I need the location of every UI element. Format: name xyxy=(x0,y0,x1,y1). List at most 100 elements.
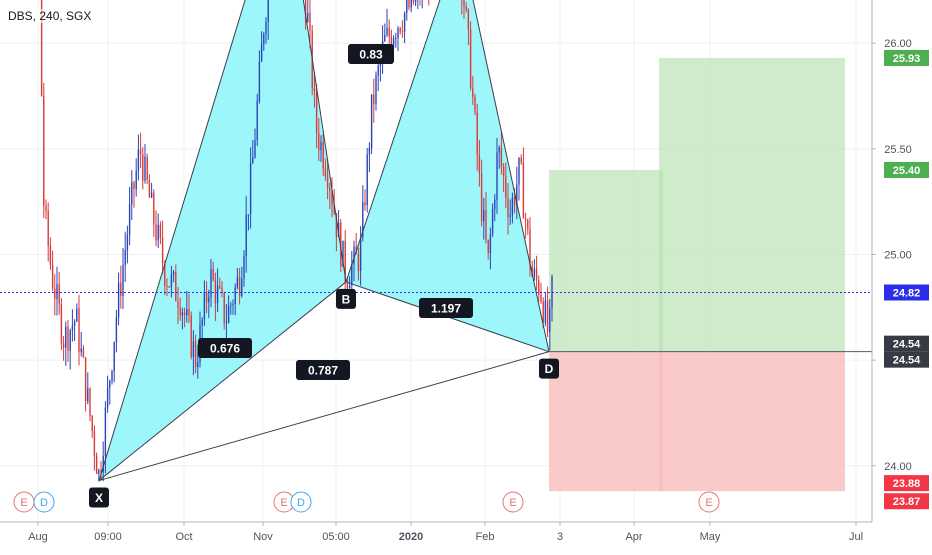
candle-body xyxy=(168,286,170,288)
candle-body xyxy=(331,190,333,206)
candle-body xyxy=(124,250,126,266)
candle-body xyxy=(225,322,228,324)
candle-body xyxy=(62,343,65,348)
time-tick-label: Nov xyxy=(253,531,273,543)
candle-body xyxy=(414,0,417,3)
candle-body xyxy=(254,140,256,158)
candle-body xyxy=(496,152,498,200)
ratio-label: 0.787 xyxy=(308,364,338,378)
candle-body xyxy=(531,265,533,277)
candle-body xyxy=(465,6,467,10)
candle-body xyxy=(487,239,489,254)
event-marker-label: E xyxy=(705,497,712,509)
candle-body xyxy=(172,271,175,275)
candle-body xyxy=(210,268,212,298)
candle-body xyxy=(65,326,67,348)
candle-body xyxy=(76,308,78,322)
price-tag-box xyxy=(884,493,929,510)
candle-body xyxy=(238,277,241,296)
candle-body xyxy=(491,208,494,235)
candle-body xyxy=(60,304,63,344)
candle-body xyxy=(230,304,232,306)
candle-body xyxy=(139,149,142,155)
candle-body xyxy=(359,237,362,271)
candle-body xyxy=(170,274,173,287)
target-zone xyxy=(549,169,663,352)
candle-body xyxy=(260,44,263,62)
event-marker-label: D xyxy=(297,497,305,509)
pattern-line xyxy=(302,0,347,283)
price-tick-label: 26.00 xyxy=(884,38,912,50)
candle-body xyxy=(476,111,478,156)
time-axis[interactable]: Aug 09:00 Oct Nov 05:00 2020 Feb 3 Apr May Jul xyxy=(0,521,932,550)
candle-body xyxy=(370,94,373,149)
candle-body xyxy=(67,326,69,351)
candle-body xyxy=(489,234,492,254)
candle-body xyxy=(483,209,485,222)
candle-body xyxy=(362,202,364,238)
candle-body xyxy=(190,315,192,357)
candle-body xyxy=(333,205,335,214)
price-axis[interactable]: 27.0026.5026.0025.5025.0024.5024.0023.50… xyxy=(871,0,932,550)
candle-body xyxy=(505,175,507,198)
candle-body xyxy=(161,237,164,264)
candle-body xyxy=(221,287,223,293)
price-tag-box xyxy=(884,475,929,492)
candle-body xyxy=(188,308,190,316)
candle-body xyxy=(351,264,353,286)
event-marker-label: E xyxy=(509,497,516,509)
point-label-box xyxy=(89,487,109,508)
price-tag-label: 23.87 xyxy=(893,496,921,508)
candle-body xyxy=(513,197,516,206)
pattern-line xyxy=(98,0,246,481)
candle-body xyxy=(117,282,120,318)
candle-body xyxy=(208,297,210,303)
candle-body xyxy=(243,256,245,279)
candle-body xyxy=(186,308,188,316)
candle-body xyxy=(263,34,265,45)
time-tick-label: Oct xyxy=(175,531,192,543)
candle-body xyxy=(527,220,529,229)
candle-body xyxy=(192,341,195,357)
candle-body xyxy=(241,278,243,296)
candle-body xyxy=(148,180,151,198)
candle-body xyxy=(318,133,320,151)
pattern-line xyxy=(472,0,550,352)
candle-body xyxy=(313,87,316,92)
candle-body xyxy=(51,264,54,289)
price-tick-label: 24.00 xyxy=(884,461,912,473)
candle-body xyxy=(467,9,470,30)
target-zone xyxy=(659,57,845,352)
candle-body xyxy=(498,147,500,153)
candle-body xyxy=(87,388,89,402)
price-tag-box xyxy=(884,161,929,178)
candle-body xyxy=(109,381,111,388)
price-tag-box xyxy=(884,335,929,352)
ratio-label: 0.83 xyxy=(359,48,383,62)
candle-body xyxy=(142,154,144,181)
candle-body xyxy=(78,308,80,353)
candle-body xyxy=(91,416,93,432)
candle-body xyxy=(542,301,544,323)
candle-body xyxy=(535,268,538,281)
candle-body xyxy=(155,224,157,241)
candle-body xyxy=(80,348,82,353)
candle-body xyxy=(45,205,47,211)
candle-body xyxy=(485,209,487,240)
pattern-triangle-xab xyxy=(99,0,346,481)
time-tick-label: Aug xyxy=(28,531,48,543)
candle-body xyxy=(472,88,474,97)
candle-body xyxy=(47,210,49,246)
candle-body xyxy=(395,38,397,40)
event-marker xyxy=(290,491,312,513)
xabcd-pattern xyxy=(99,0,549,481)
price-tag-label: 23.88 xyxy=(893,478,921,490)
candle-body xyxy=(150,192,153,198)
candle-body xyxy=(249,163,252,215)
candle-body xyxy=(157,224,159,241)
candle-body xyxy=(469,29,472,89)
price-tag-label: 24.82 xyxy=(893,288,921,300)
